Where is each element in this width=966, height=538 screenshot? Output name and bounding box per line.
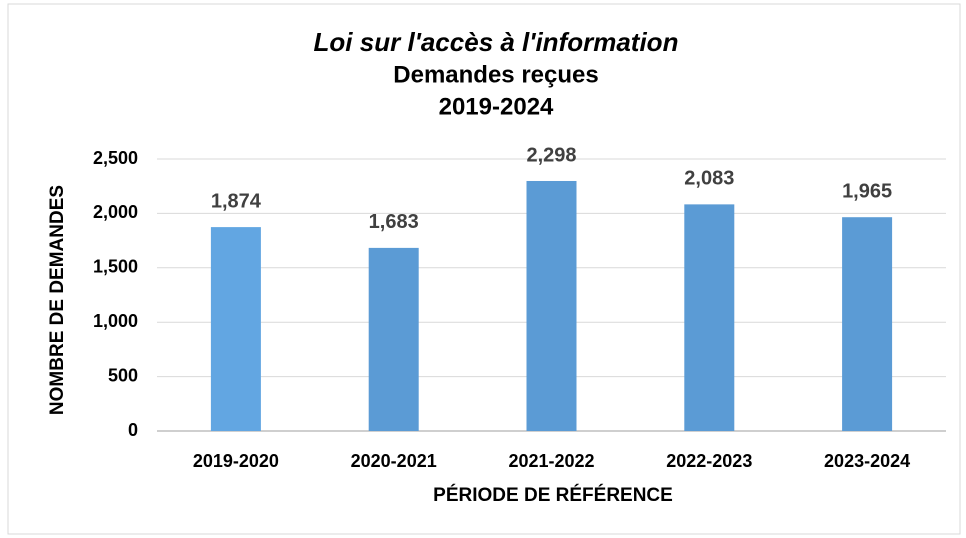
y-tick-label: 2,500 [93, 148, 138, 168]
data-label: 2,298 [526, 144, 576, 166]
chart-title: Demandes reçues [393, 61, 598, 88]
data-label: 1,874 [211, 190, 262, 212]
chart-title: Loi sur l'accès à l'information [314, 27, 679, 57]
x-tick-label: 2020-2021 [351, 451, 437, 471]
bar [526, 180, 577, 431]
y-tick-label: 1,000 [93, 311, 138, 331]
data-label: 1,965 [842, 180, 892, 202]
chart-border [7, 3, 961, 535]
x-tick-label: 2023-2024 [824, 451, 910, 471]
bar [368, 247, 419, 431]
x-tick-label: 2019-2020 [193, 451, 279, 471]
y-tick-label: 0 [128, 420, 138, 440]
bar [842, 217, 893, 431]
x-axis-title: PÉRIODE DE RÉFÉRENCE [433, 484, 673, 506]
x-tick-label: 2021-2022 [508, 451, 594, 471]
x-tick-label: 2022-2023 [666, 451, 752, 471]
chart-title: 2019-2024 [439, 93, 554, 120]
bar [210, 227, 261, 431]
data-label: 2,083 [684, 168, 734, 190]
y-tick-label: 500 [108, 365, 138, 385]
y-tick-label: 2,000 [93, 202, 138, 222]
y-tick-label: 1,500 [93, 257, 138, 277]
bar [684, 204, 735, 431]
data-label: 1,683 [369, 211, 419, 233]
y-axis-title: NOMBRE DE DEMANDES [47, 185, 68, 415]
